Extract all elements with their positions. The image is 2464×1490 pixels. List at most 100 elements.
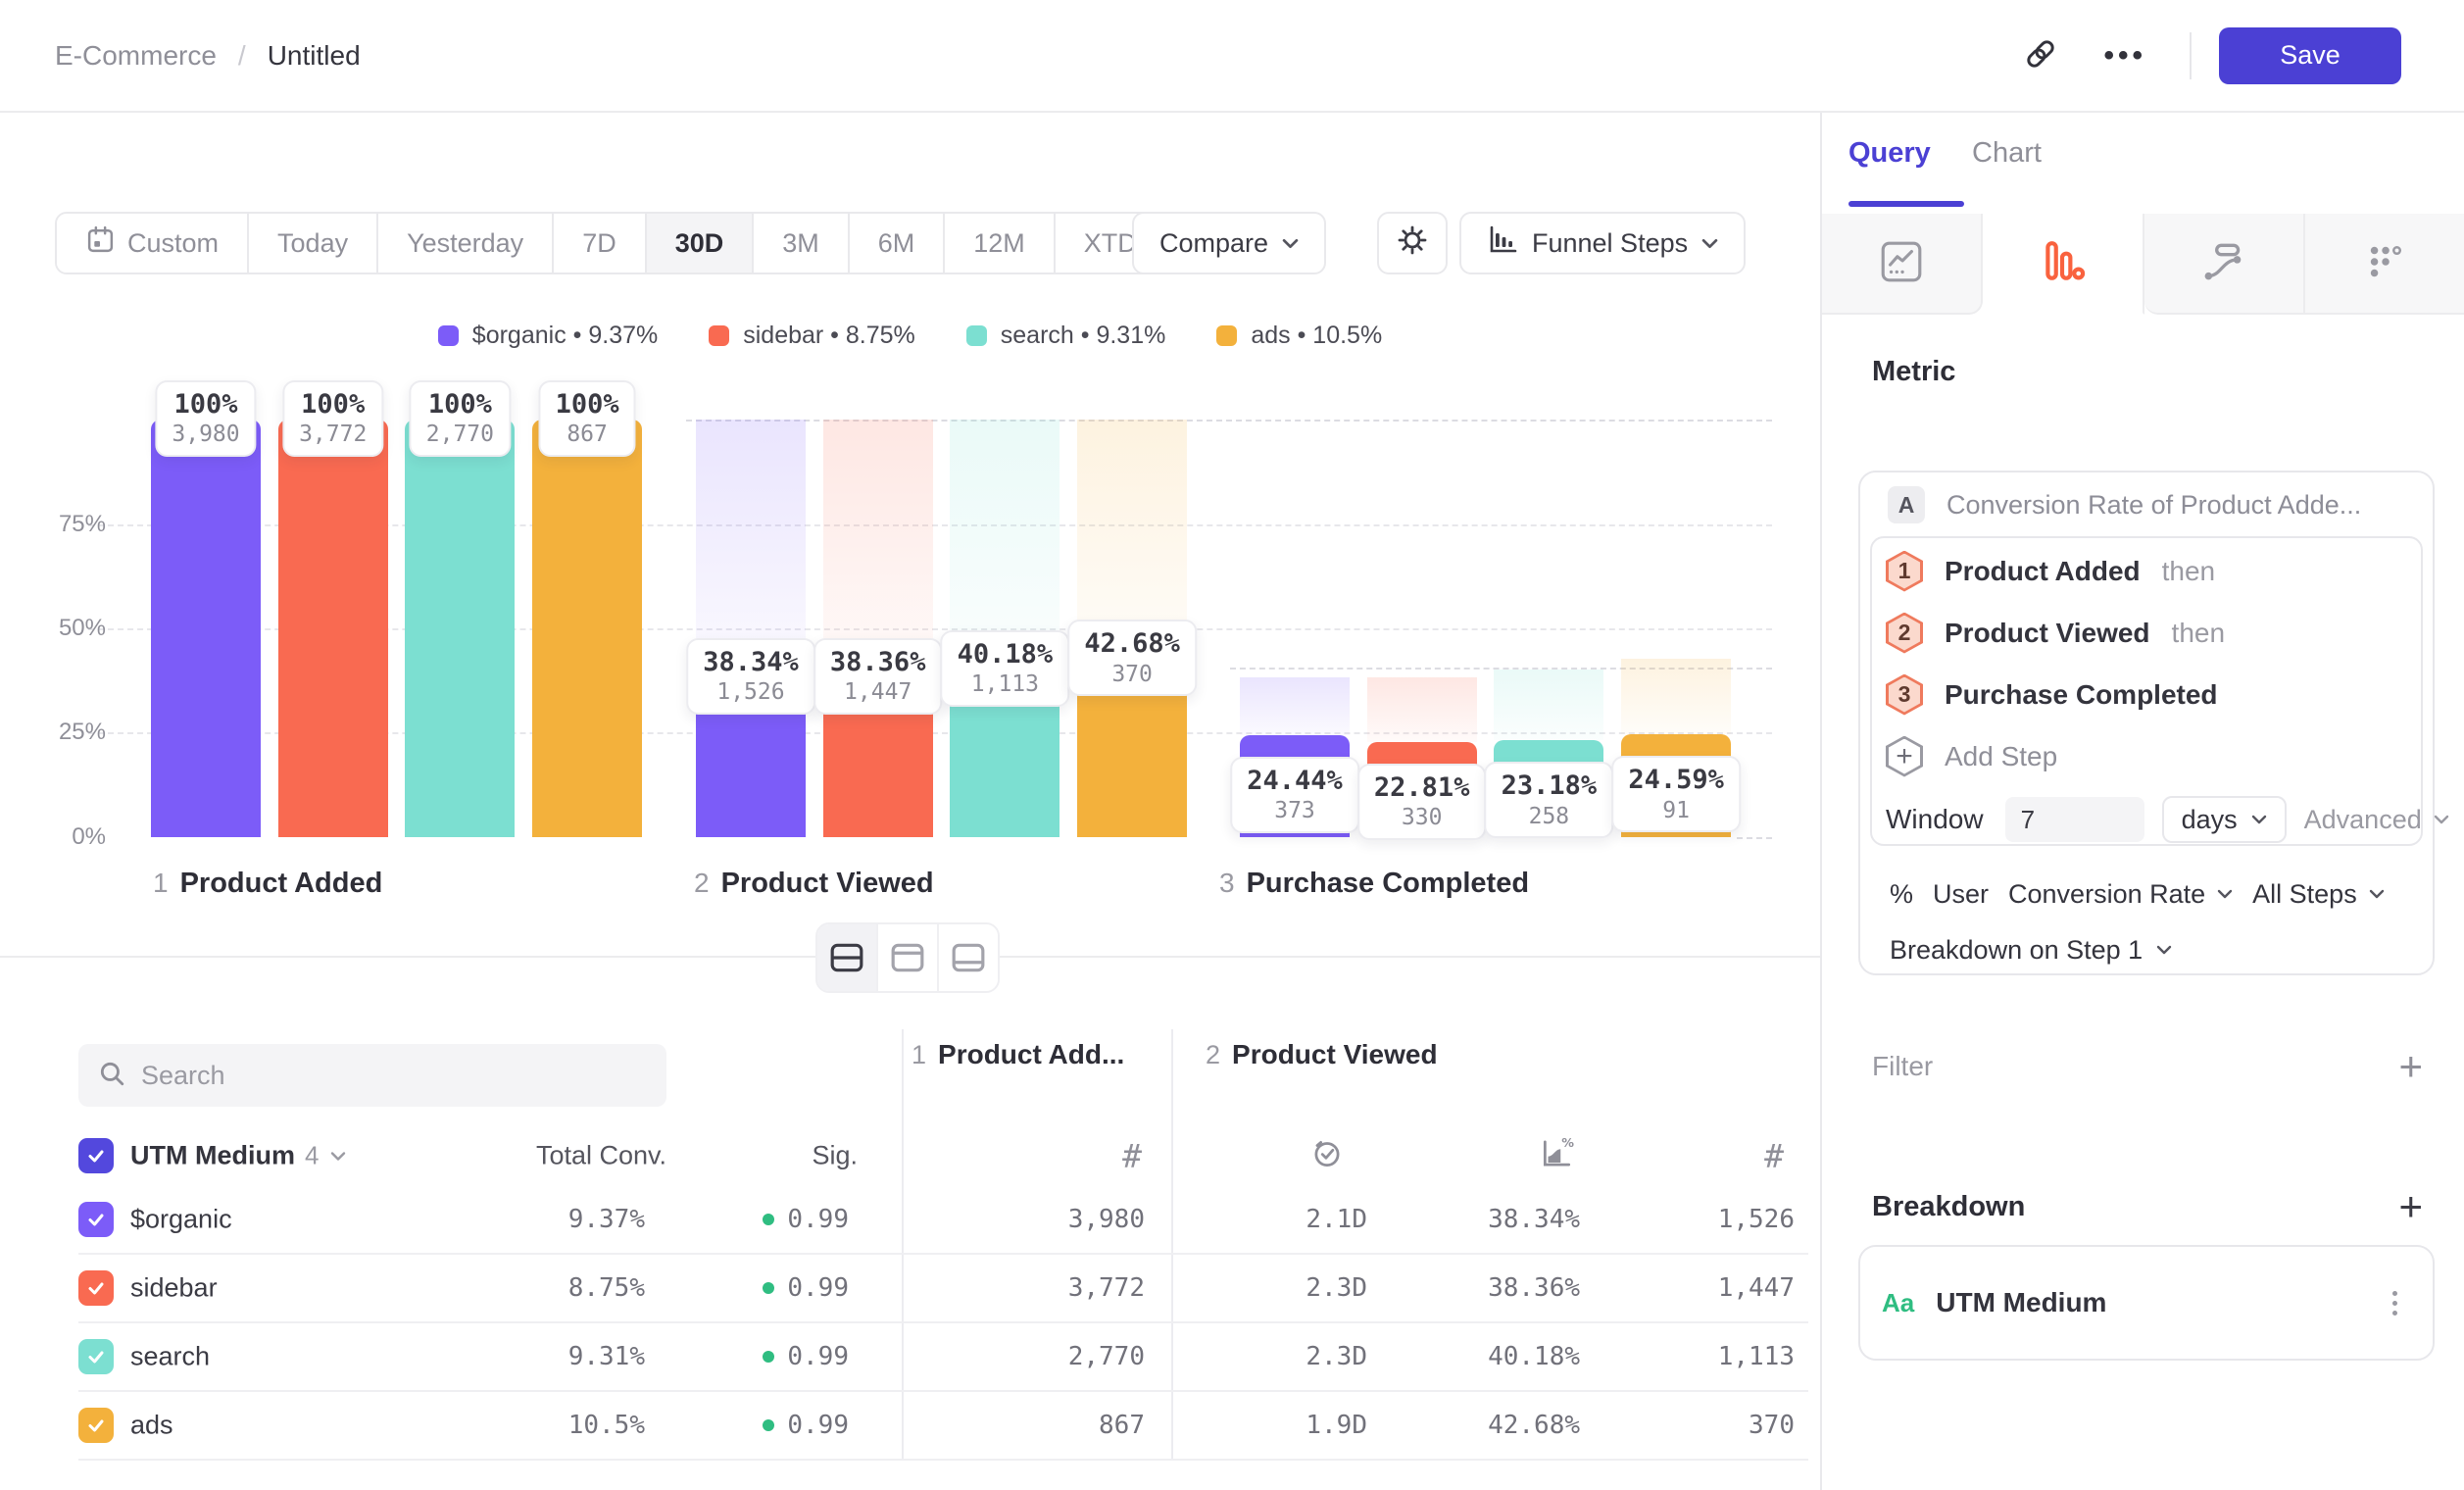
breakdown-column-header[interactable]: UTM Medium 4 [130,1141,346,1171]
step2-count-value: 370 [1749,1411,1795,1440]
window-value-input[interactable] [2005,797,2144,842]
bar-count-label: 370 [1084,661,1180,689]
funnel-bar[interactable] [405,420,515,837]
copy-link-button[interactable] [2013,26,2068,84]
tab-query[interactable]: Query [1848,137,1931,170]
table-row[interactable]: sidebar8.75%0.993,7722.3D38.36%1,447 [78,1255,1808,1323]
measure-metric-label: Conversion Rate [2008,879,2205,910]
add-breakdown-button[interactable]: + [2398,1186,2423,1227]
sig-header[interactable]: Sig. [812,1141,858,1171]
row-checkbox[interactable] [78,1339,114,1374]
funnel-bar[interactable] [278,420,388,837]
step-number-hexagon: 1 [1886,551,1923,592]
more-options-button[interactable]: ••• [2094,31,2156,80]
step-number-hexagon: 2 [1886,613,1923,654]
table-row[interactable]: search9.31%0.992,7702.3D40.18%1,113 [78,1323,1808,1392]
measure-metric-select[interactable]: Conversion Rate [2008,879,2233,910]
total-conv-header[interactable]: Total Conv. [536,1141,666,1171]
funnel-bar-label-card: 24.59%91 [1611,756,1741,832]
query-step-row[interactable]: 3Purchase Completed [1886,664,2405,725]
layout-split-button[interactable] [817,924,878,991]
x-axis-step-label: 1Product Added [153,868,382,900]
bar-pct-label: 100% [172,389,239,421]
funnel-ghost-bar [1367,677,1477,742]
row-checkbox[interactable] [78,1202,114,1237]
bar-count-label: 3,772 [299,421,367,449]
tab-chart[interactable]: Chart [1972,137,2042,170]
query-step-row[interactable]: 2Product Viewedthen [1886,602,2405,664]
kebab-menu-icon[interactable] [2387,1285,2403,1321]
chevron-down-icon [2369,889,2385,899]
tab-insights[interactable] [1822,214,1983,315]
breakdown-on-select[interactable]: Breakdown on Step 1 [1890,925,2172,974]
add-step-row[interactable]: + Add Step [1886,725,2405,787]
select-all-checkbox[interactable] [78,1138,114,1173]
sig-dot-icon [763,1214,774,1225]
measure-scope-select[interactable]: All Steps [2252,879,2385,910]
table-body: $organic9.37%0.993,9802.1D38.34%1,526sid… [78,1186,1808,1461]
sig-dot-icon [763,1282,774,1294]
bar-pct-label: 24.59% [1628,765,1724,796]
step-number: 2 [694,868,710,899]
bar-pct-label: 24.44% [1247,766,1343,797]
step-number-hexagon: 3 [1886,674,1923,716]
avg-time-value: 1.9D [1306,1411,1367,1440]
avg-time-column-icon[interactable] [1309,1136,1345,1176]
bar-count-label: 91 [1628,797,1724,825]
step-number: 3 [1219,868,1235,899]
bar-pct-label: 23.18% [1502,770,1598,802]
table-row[interactable]: ads10.5%0.998671.9D42.68%370 [78,1392,1808,1461]
bar-count-label: 2,770 [426,421,494,449]
step1-count-value: 3,772 [1068,1273,1145,1303]
row-checkbox[interactable] [78,1270,114,1306]
string-property-icon: Aa [1882,1288,1914,1318]
row-checkbox[interactable] [78,1408,114,1443]
layout-table-only-button[interactable] [939,924,998,991]
layout-chart-only-button[interactable] [878,924,939,991]
step-name: Purchase Completed [1247,868,1529,900]
breadcrumb-project[interactable]: E-Commerce [55,40,217,72]
funnel-bar-label-card: 100%3,980 [155,380,256,457]
conv-rate-value: 38.34% [1488,1205,1580,1234]
metric-title: Conversion Rate of Product Adde... [1947,490,2361,521]
flows-icon [2200,238,2247,288]
tab-retention[interactable] [2305,214,2464,315]
measure-row: % User Conversion Rate All Steps [1890,869,2385,919]
conv-rate-column-icon[interactable]: % [1539,1136,1574,1176]
add-filter-button[interactable]: + [2398,1046,2423,1087]
advanced-toggle[interactable]: Advanced [2304,805,2449,835]
step1-count-value: 3,980 [1068,1205,1145,1234]
query-step-row[interactable]: 1Product Addedthen [1886,540,2405,602]
funnel-bar-label-card: 100%3,772 [282,380,383,457]
metric-title-row[interactable]: A Conversion Rate of Product Adde... [1888,486,2361,523]
advanced-label: Advanced [2304,805,2422,835]
step1-count-value: 2,770 [1068,1342,1145,1371]
search-input[interactable] [141,1061,647,1091]
chevron-down-icon [330,1151,346,1161]
x-axis-step-label: 3 Purchase Completed [1219,868,1529,900]
funnel-ghost-bar [1621,659,1731,734]
breadcrumb-report-title[interactable]: Untitled [268,40,361,72]
bar-pct-label: 22.81% [1374,772,1470,804]
step-number: 2 [1206,1040,1220,1070]
breakdown-item[interactable]: Aa UTM Medium [1858,1245,2435,1361]
y-axis-tick: 0% [29,823,106,851]
table-row[interactable]: $organic9.37%0.993,9802.1D38.34%1,526 [78,1186,1808,1255]
count-column-icon[interactable]: # [1764,1137,1784,1175]
sig-value: 0.99 [763,1411,849,1440]
sig-dot-icon [763,1419,774,1431]
funnel-bar[interactable] [532,420,642,837]
bar-pct-label: 38.36% [830,647,926,678]
window-unit-select[interactable]: days [2162,796,2287,843]
measure-entity[interactable]: User [1933,879,1989,910]
tab-flows[interactable] [2144,214,2305,315]
count-column-icon[interactable]: # [1122,1137,1142,1175]
step-name: Product Added [180,868,383,900]
funnel-bar-label-card: 38.36%1,447 [813,638,943,715]
funnel-bar[interactable] [151,420,261,837]
measure-scope-label: All Steps [2252,879,2357,910]
save-button[interactable]: Save [2219,27,2401,84]
sig-value: 0.99 [763,1342,849,1371]
tab-funnels[interactable] [1983,214,2144,315]
bar-count-label: 1,113 [958,670,1054,699]
